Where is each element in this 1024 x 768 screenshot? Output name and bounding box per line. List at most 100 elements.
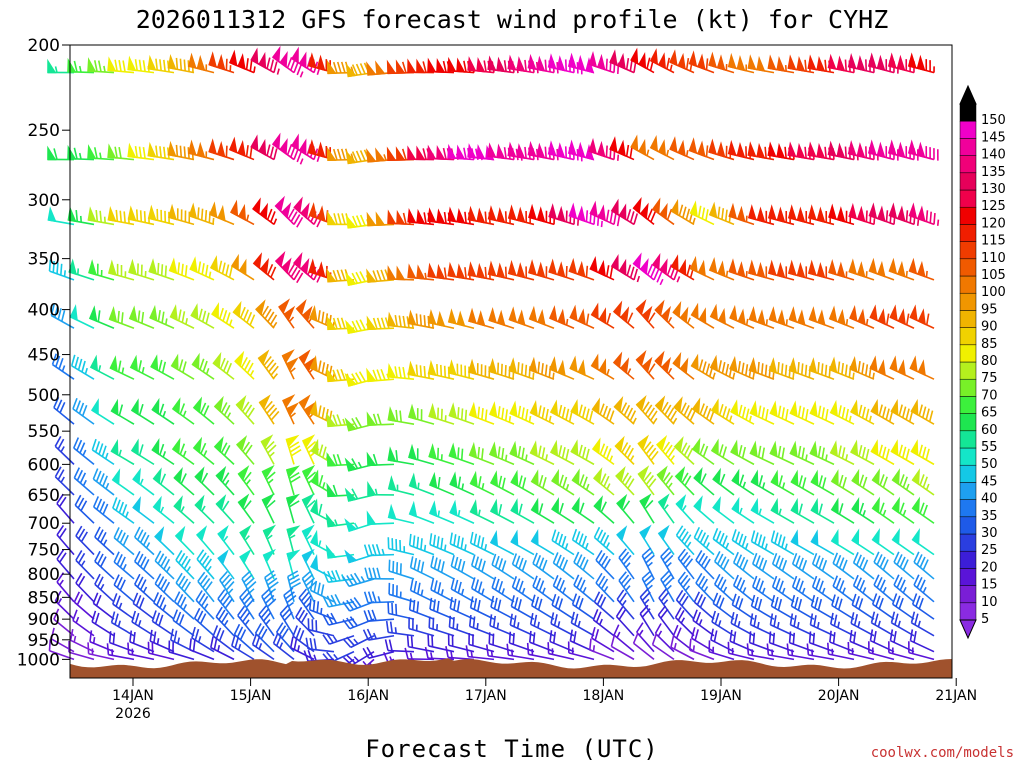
- wind-barb: [673, 396, 696, 425]
- wind-barb: [193, 607, 215, 637]
- y-tick-label: 400: [28, 301, 60, 321]
- wind-barb: [828, 203, 855, 226]
- wind-barb: [832, 575, 855, 603]
- wind-barb: [230, 253, 255, 281]
- wind-barb: [293, 196, 323, 228]
- wind-barb: [831, 594, 855, 620]
- wind-barb: [70, 354, 95, 380]
- wind-barb: [91, 438, 115, 466]
- wind-barb: [132, 467, 155, 496]
- wind-barb: [447, 56, 475, 74]
- wind-barb: [551, 468, 575, 496]
- wind-barb: [241, 570, 257, 603]
- wind-barb: [53, 608, 75, 637]
- colorbar-swatch: [959, 430, 977, 449]
- wind-barbs: [47, 45, 940, 678]
- wind-barb: [344, 549, 375, 564]
- wind-barb: [908, 202, 940, 226]
- wind-barb: [728, 258, 755, 281]
- wind-barb: [252, 197, 278, 226]
- wind-barb: [528, 259, 555, 281]
- wind-barb: [235, 435, 255, 465]
- wind-barb: [108, 631, 135, 653]
- wind-barb: [693, 526, 715, 556]
- wind-barb: [677, 548, 695, 580]
- colorbar-label: 150: [981, 113, 1006, 128]
- wind-barb: [746, 643, 775, 661]
- wind-barb: [909, 304, 935, 329]
- x-axis: 14JAN 2026 15JAN 16JAN 17JAN 18JAN 19JAN 20JAN 2…: [112, 678, 977, 722]
- wind-barb: [190, 303, 215, 329]
- wind-barb: [326, 412, 355, 428]
- wind-barb: [187, 52, 215, 74]
- wind-barb: [829, 440, 855, 466]
- wind-barb: [322, 632, 355, 645]
- wind-barb: [771, 553, 795, 580]
- wind-barb: [548, 203, 580, 226]
- wind-barb: [635, 299, 656, 329]
- wind-barb: [366, 510, 395, 525]
- wind-barb: [636, 622, 655, 653]
- wind-barb: [428, 443, 455, 466]
- wind-barb: [770, 530, 795, 556]
- wind-barb: [428, 616, 455, 637]
- wind-barb: [615, 606, 635, 637]
- wind-barb: [510, 498, 535, 524]
- wind-barb: [387, 209, 415, 226]
- wind-barb: [588, 50, 620, 74]
- colorbar-max-arrow: [959, 84, 977, 105]
- wind-barb: [767, 54, 795, 74]
- wind-barb: [387, 446, 415, 466]
- wind-barb: [712, 496, 735, 524]
- wind-barb: [528, 630, 555, 653]
- colorbar-swatch: [959, 292, 977, 311]
- wind-barb: [469, 531, 495, 556]
- wind-barb: [209, 255, 235, 281]
- wind-barb: [610, 635, 635, 661]
- wind-barb: [528, 305, 555, 329]
- colorbar-label: 130: [981, 182, 1006, 197]
- wind-barb: [134, 550, 155, 580]
- wind-barb: [767, 259, 795, 281]
- wind-barb: [811, 553, 835, 580]
- wind-barb: [127, 642, 155, 661]
- wind-barb: [109, 355, 135, 380]
- wind-barb: [873, 551, 895, 580]
- wind-barb: [111, 468, 135, 496]
- wind-barb: [654, 299, 675, 329]
- wind-barb: [153, 592, 175, 620]
- wind-barb: [692, 609, 715, 637]
- wind-barb: [110, 438, 135, 466]
- wind-barb: [807, 204, 835, 226]
- wind-barb: [910, 439, 935, 466]
- wind-barb: [908, 641, 935, 661]
- wind-barb: [310, 554, 335, 580]
- wind-barb: [387, 503, 415, 524]
- wind-barb: [592, 467, 615, 496]
- wind-barb: [770, 594, 795, 620]
- wind-barb: [654, 395, 678, 425]
- wind-barb: [488, 632, 515, 653]
- wind-barb: [342, 635, 375, 649]
- colorbar-label: 85: [981, 337, 998, 352]
- wind-barb: [363, 543, 395, 557]
- wind-barb: [255, 299, 278, 329]
- wind-barb: [427, 207, 455, 226]
- wind-barb: [258, 605, 275, 637]
- wind-barb: [552, 575, 575, 603]
- y-tick-label: 250: [28, 121, 60, 141]
- wind-barb: [770, 497, 795, 524]
- wind-barb: [593, 526, 615, 556]
- wind-barb: [548, 305, 575, 329]
- wind-barb: [408, 617, 435, 637]
- wind-barb: [672, 624, 695, 653]
- wind-barb: [364, 567, 395, 580]
- wind-barb: [790, 594, 815, 620]
- wind-barb: [851, 593, 875, 620]
- wind-barb: [847, 641, 875, 661]
- wind-barb: [552, 552, 575, 580]
- wind-barb: [790, 529, 815, 556]
- x-axis-title: Forecast Time (UTC): [365, 735, 659, 763]
- wind-barb: [47, 145, 75, 161]
- wind-barb: [130, 438, 155, 466]
